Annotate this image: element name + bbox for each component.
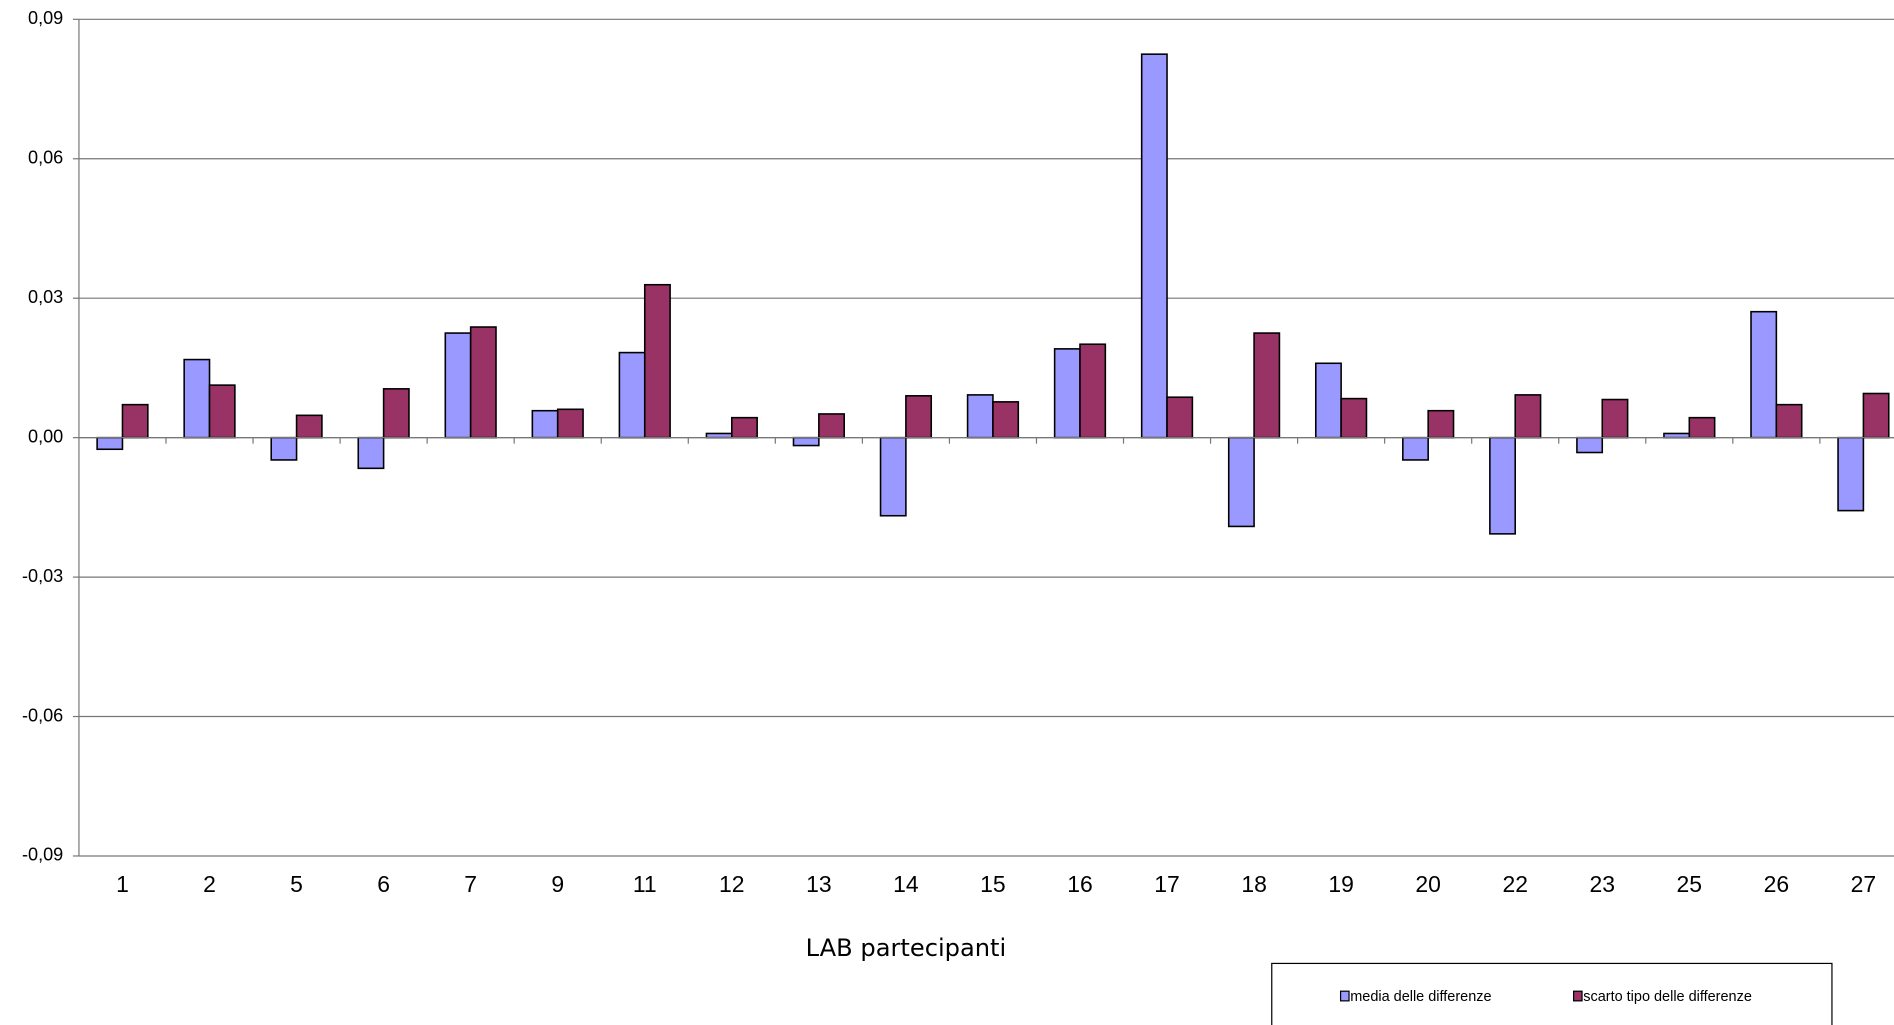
bar — [270, 436, 298, 461]
bar — [966, 394, 994, 439]
bar — [1601, 398, 1629, 439]
bar — [643, 283, 671, 439]
bar — [183, 358, 211, 439]
x-tick-label: 27 — [1851, 871, 1877, 897]
bar — [1688, 416, 1716, 439]
x-tick-label: 22 — [1502, 871, 1528, 897]
bar — [444, 332, 472, 439]
y-tick-label: 0,09 — [28, 8, 63, 28]
bar — [1663, 432, 1691, 439]
bar — [1227, 436, 1255, 528]
x-tick-label: 7 — [464, 871, 477, 897]
x-tick-label: 26 — [1764, 871, 1790, 897]
legend-label: media delle differenze — [1350, 989, 1491, 1005]
x-axis-title: LAB partecipanti — [806, 934, 1007, 962]
bar — [1340, 397, 1368, 439]
x-tick-label: 12 — [719, 871, 745, 897]
bar — [905, 395, 933, 439]
bar — [1750, 310, 1778, 439]
x-tick-label: 14 — [893, 871, 919, 897]
bar — [531, 409, 559, 439]
x-tick-label: 5 — [290, 871, 303, 897]
bar — [208, 384, 236, 439]
bar — [731, 416, 758, 439]
bar — [1837, 436, 1865, 512]
bar — [792, 436, 820, 447]
bar — [357, 436, 385, 470]
legend-swatch — [1572, 990, 1583, 1002]
bar — [382, 388, 410, 439]
x-tick-label: 25 — [1677, 871, 1703, 897]
bar — [1862, 392, 1890, 439]
x-tick-label: 6 — [377, 871, 390, 897]
legend-box — [1271, 962, 1833, 1025]
bar — [879, 436, 907, 517]
bar — [705, 432, 733, 439]
bar — [1079, 343, 1107, 439]
x-tick-label: 9 — [551, 871, 564, 897]
y-tick-label: -0,03 — [22, 566, 63, 586]
bar — [295, 414, 323, 439]
bar — [818, 413, 845, 439]
bar — [1140, 53, 1168, 439]
bar — [1314, 362, 1342, 439]
bar — [1514, 394, 1542, 439]
bar — [1166, 396, 1194, 439]
y-tick-label: 0,00 — [28, 426, 63, 446]
x-tick-label: 16 — [1067, 871, 1093, 897]
bar — [992, 401, 1020, 439]
legend-label: scarto tipo delle differenze — [1583, 989, 1752, 1005]
bar — [1402, 436, 1429, 461]
bar — [121, 403, 149, 439]
bar — [1775, 403, 1803, 439]
x-tick-label: 20 — [1415, 871, 1441, 897]
bar — [1253, 332, 1281, 439]
x-tick-label: 1 — [116, 871, 129, 897]
x-tick-label: 19 — [1328, 871, 1354, 897]
x-tick-label: 15 — [980, 871, 1006, 897]
y-tick-label: 0,06 — [28, 148, 63, 168]
y-tick-label: -0,09 — [22, 845, 63, 865]
x-tick-label: 11 — [633, 871, 657, 897]
bar — [618, 351, 646, 439]
y-tick-label: -0,06 — [22, 705, 63, 725]
x-tick-label: 18 — [1241, 871, 1267, 897]
bar — [469, 326, 497, 439]
bar — [1489, 436, 1517, 535]
y-tick-label: 0,03 — [28, 287, 63, 307]
bar — [96, 436, 124, 451]
x-tick-label: 2 — [203, 871, 216, 897]
x-tick-label: 13 — [806, 871, 832, 897]
bar — [1576, 436, 1604, 454]
bar — [1053, 348, 1081, 439]
x-tick-label: 23 — [1590, 871, 1616, 897]
bar — [556, 408, 584, 439]
x-tick-label: 17 — [1154, 871, 1180, 897]
legend-swatch — [1339, 990, 1350, 1002]
bar — [1427, 409, 1455, 439]
